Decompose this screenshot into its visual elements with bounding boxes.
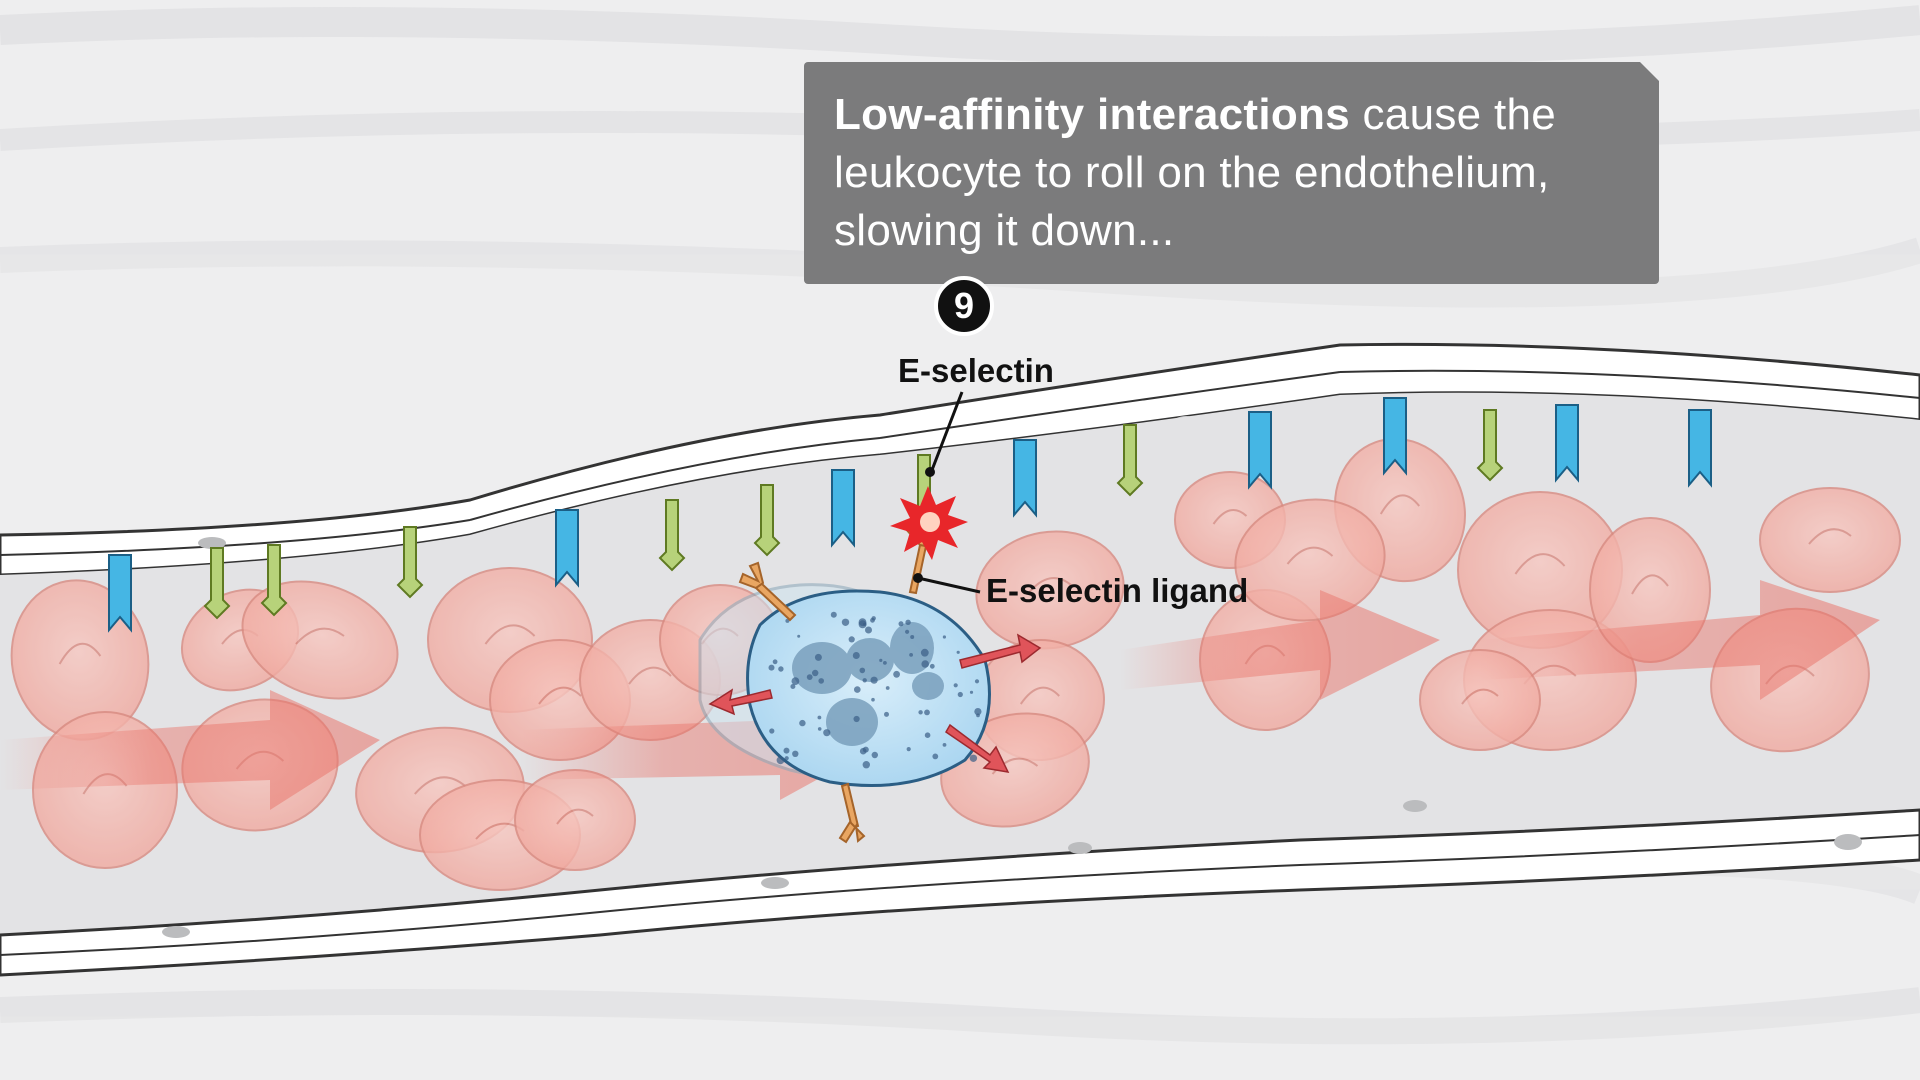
- ligand-leader-line: [917, 576, 981, 594]
- flow-arrow-right-1: [1120, 590, 1440, 700]
- leukocyte-body: [746, 589, 991, 787]
- e-selectin-molecule: [203, 547, 231, 620]
- callout-box: Low-affinity interactions cause the leuk…: [804, 62, 1659, 284]
- arrow-right: [959, 633, 1042, 669]
- endothelial-receptors: [108, 397, 1712, 633]
- flow-arrow-right-2: [1480, 580, 1880, 700]
- red-blood-cell: [514, 769, 636, 871]
- e-selectin-label: E-selectin: [898, 352, 1054, 389]
- leukocyte-nucleus: [792, 622, 944, 746]
- blue-receptor: [555, 509, 579, 588]
- blue-receptor: [1013, 439, 1037, 518]
- step-number-badge: 9: [934, 276, 994, 336]
- blue-receptor: [1383, 397, 1407, 476]
- callout-bold-text: Low-affinity interactions: [834, 90, 1350, 139]
- e-selectin-ligand-label: E-selectin ligand: [986, 572, 1249, 609]
- e-selectin-molecule: [753, 484, 781, 557]
- blue-receptor: [1688, 409, 1712, 488]
- callout-body-text: cause the leukocyte to roll on the endot…: [834, 90, 1557, 255]
- e-selectin-molecule: [396, 526, 424, 599]
- burst-center: [920, 512, 940, 532]
- flow-arrow-left: [0, 690, 380, 810]
- leukocyte: [698, 583, 991, 787]
- blue-receptor: [108, 554, 132, 633]
- e-selectin-molecule: [658, 499, 686, 572]
- lower-endothelium: [0, 800, 1920, 977]
- e-selectin-molecule: [1476, 409, 1504, 482]
- blue-receptor: [831, 469, 855, 548]
- blue-receptor: [1248, 411, 1272, 490]
- e-selectin-molecule: [1116, 424, 1144, 497]
- ligand-bottom: [838, 782, 866, 844]
- red-blood-cell: [241, 580, 399, 700]
- e-selectin-molecule: [260, 544, 288, 617]
- arrow-down-right: [945, 723, 1010, 773]
- e-selectin-leader-line: [930, 391, 964, 471]
- arrow-left: [708, 688, 773, 716]
- blue-receptor: [1555, 404, 1579, 483]
- ligand-upper-left: [738, 561, 797, 622]
- red-blood-cell: [1759, 487, 1901, 593]
- rolling-force-arrows: [708, 633, 1042, 773]
